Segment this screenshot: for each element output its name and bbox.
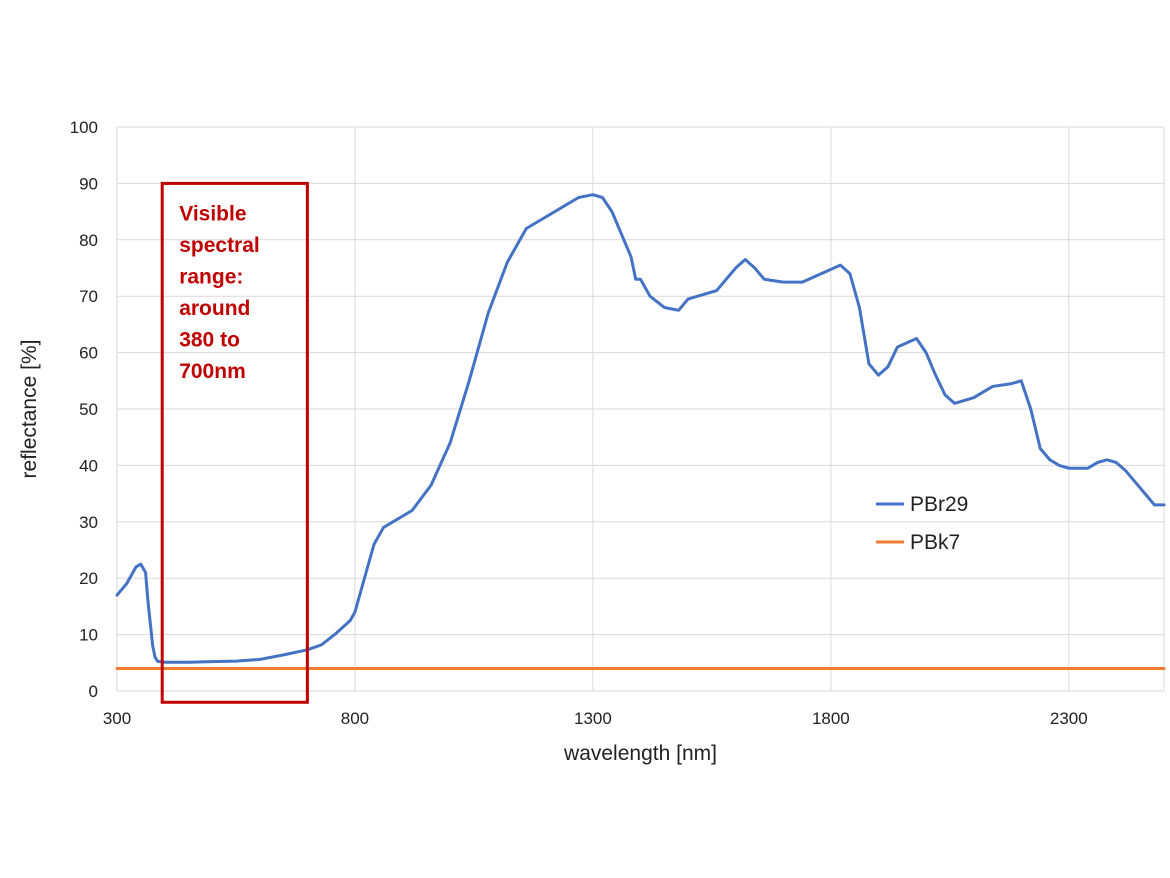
x-axis-title: wavelength [nm] (563, 742, 717, 765)
x-tick-label: 1800 (812, 709, 850, 728)
annotation-text-line: spectral (179, 234, 260, 257)
x-tick-label: 800 (341, 709, 369, 728)
x-tick-label: 2300 (1050, 709, 1088, 728)
x-tick-label: 300 (103, 709, 131, 728)
y-tick-label: 10 (79, 626, 98, 645)
y-tick-label: 0 (89, 682, 98, 701)
annotation-text-line: range: (179, 265, 243, 288)
legend: PBr29 PBk7 (876, 493, 968, 554)
annotation-text-line: 380 to (179, 328, 240, 351)
annotation-box: Visible spectral range: around 380 to 700nm (160, 181, 309, 704)
annotation-text-line: Visible (179, 202, 246, 225)
y-tick-label: 30 (79, 513, 98, 532)
series-line-pbr29 (115, 193, 1166, 664)
visible-range-box (160, 181, 309, 704)
x-tick-labels: 300 800 1300 1800 2300 (103, 709, 1088, 728)
legend-label: PBk7 (910, 531, 960, 554)
legend-label: PBr29 (910, 493, 968, 516)
y-tick-label: 100 (70, 118, 98, 137)
y-tick-label: 40 (79, 456, 98, 475)
y-tick-label: 60 (79, 344, 98, 363)
y-tick-label: 20 (79, 569, 98, 588)
y-tick-label: 50 (79, 400, 98, 419)
y-tick-label: 90 (79, 174, 98, 193)
x-tick-label: 1300 (574, 709, 612, 728)
y-axis-title: reflectance [%] (18, 340, 41, 479)
annotation-text-line: around (179, 297, 250, 320)
y-tick-labels: 0 10 20 30 40 50 60 70 80 90 100 (70, 118, 98, 701)
series-lines (115, 193, 1166, 670)
gridlines (116, 126, 1165, 692)
y-tick-label: 70 (79, 287, 98, 306)
annotation-text-line: 700nm (179, 360, 246, 383)
y-tick-label: 80 (79, 231, 98, 250)
